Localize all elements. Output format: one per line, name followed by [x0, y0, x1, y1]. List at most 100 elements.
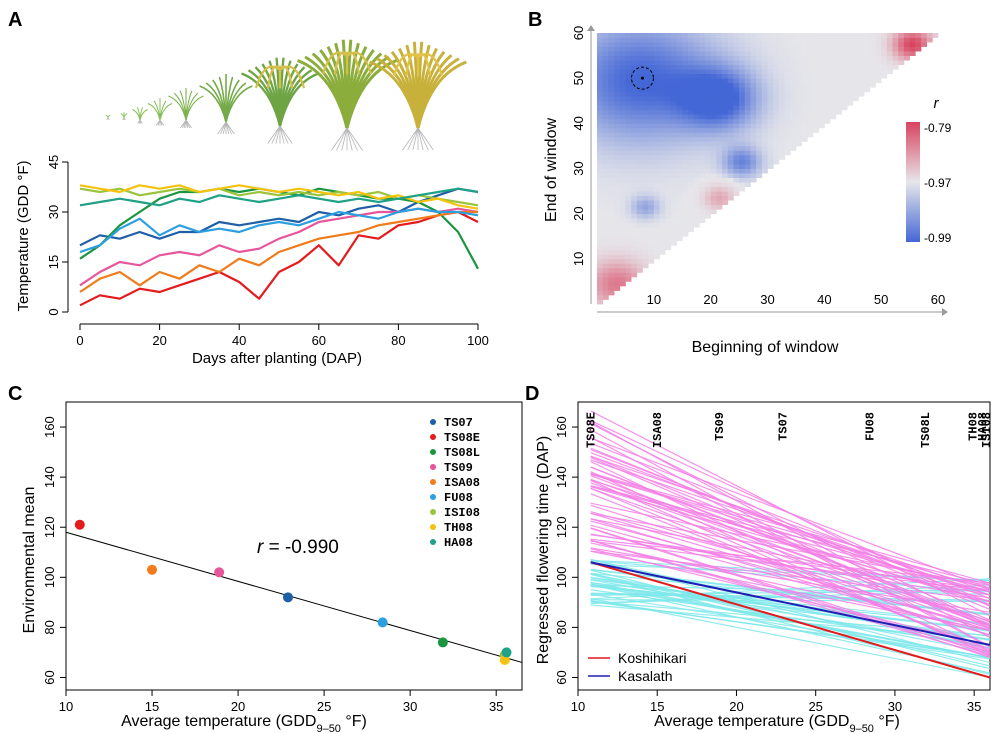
heatmap-cell: [693, 136, 700, 142]
legend-label: ISA08: [444, 476, 480, 490]
heatmap-cell: [790, 37, 797, 43]
heatmap-cell: [727, 195, 734, 201]
heatmap-cell: [767, 87, 774, 93]
rice-leaf: [159, 103, 173, 121]
heatmap-cell: [659, 78, 666, 84]
heatmap-cell: [619, 82, 626, 88]
heatmap-cell: [704, 145, 712, 151]
heatmap-cell: [807, 60, 814, 66]
heatmap-cell: [693, 60, 700, 66]
heatmap-cell: [778, 64, 785, 70]
heatmap-cell: [636, 236, 643, 242]
heatmap-cell: [670, 87, 677, 93]
heatmap-cell: [631, 163, 638, 169]
heatmap-cell: [739, 127, 746, 133]
heatmap-cell: [597, 145, 604, 151]
heatmap-cell: [778, 42, 785, 47]
heatmap-cell: [608, 209, 615, 215]
heatmap-cell: [722, 154, 729, 160]
heatmap-cell: [597, 132, 604, 138]
heatmap-cell: [653, 114, 660, 120]
heatmap-cell: [784, 127, 791, 133]
heatmap-cell: [619, 154, 626, 160]
heatmap-cell: [739, 87, 746, 93]
heatmap-cell: [710, 33, 717, 38]
heatmap-cell: [733, 177, 740, 183]
heatmap-cell: [676, 118, 683, 124]
heatmap-cell: [903, 33, 910, 38]
heatmap-cell: [784, 123, 791, 129]
heatmap-cell: [722, 150, 729, 156]
heatmap-cell: [767, 73, 774, 79]
heatmap-cell: [704, 51, 712, 56]
heatmap-cell: [597, 173, 604, 178]
heatmap-cell: [597, 159, 604, 165]
heatmap-cell: [710, 46, 717, 52]
heatmap-cell: [682, 200, 689, 206]
heatmap-cell: [682, 100, 689, 106]
heatmap-cell: [625, 91, 632, 97]
heatmap-cell: [716, 114, 723, 120]
panel-b-y-tick-label: 30: [571, 161, 586, 175]
heatmap-cell: [841, 51, 848, 56]
heatmap-cell: [704, 204, 712, 210]
heatmap-cell: [687, 87, 695, 93]
heatmap-cell: [631, 222, 638, 228]
heatmap-cell: [858, 78, 865, 84]
heatmap-cell: [744, 109, 751, 115]
environment-label: FU08: [864, 412, 878, 441]
heatmap-cell: [716, 105, 723, 111]
heatmap-cell: [869, 42, 876, 47]
heatmap-cell: [756, 127, 763, 133]
heatmap-cell: [648, 100, 655, 106]
heatmap-cell: [830, 42, 837, 47]
heatmap-cell: [830, 78, 837, 84]
heatmap-cell: [659, 154, 666, 160]
heatmap-cell: [784, 91, 791, 97]
heatmap-cell: [795, 87, 802, 93]
heatmap-cell: [767, 154, 774, 160]
heatmap-cell: [631, 272, 638, 278]
heatmap-cell: [756, 132, 763, 138]
heatmap-cell: [699, 200, 706, 206]
heatmap-cell: [722, 64, 729, 70]
environment-label: TS08L: [919, 412, 933, 448]
heatmap-cell: [744, 60, 751, 66]
heatmap-cell: [784, 37, 791, 43]
heatmap-cell: [682, 231, 689, 237]
heatmap-cell: [682, 141, 689, 147]
heatmap-cell: [648, 51, 655, 56]
colorbar-tick-label: -0.79: [924, 121, 952, 135]
heatmap-cell: [773, 132, 780, 138]
heatmap-cell: [704, 64, 712, 70]
heatmap-cell: [903, 42, 910, 47]
heatmap-cell: [693, 173, 700, 178]
heatmap-cell: [608, 33, 615, 38]
heatmap-cell: [750, 114, 757, 120]
heatmap-cell: [653, 245, 660, 251]
heatmap-cell: [716, 182, 723, 187]
heatmap-cell: [597, 60, 604, 66]
heatmap-cell: [642, 254, 649, 260]
heatmap-cell: [608, 195, 615, 201]
panel-a-x-tick-label: 20: [152, 333, 166, 348]
heatmap-cell: [778, 150, 785, 156]
heatmap-cell: [608, 73, 615, 79]
heatmap-cell: [602, 46, 609, 52]
heatmap-cell: [693, 114, 700, 120]
heatmap-cell: [852, 51, 859, 56]
heatmap-cell: [687, 159, 695, 165]
heatmap-cell: [710, 136, 717, 142]
heatmap-cell: [739, 105, 746, 111]
panel-c-y-tick-label: 80: [42, 620, 57, 634]
heatmap-cell: [608, 258, 615, 264]
panel-label-a: A: [8, 9, 22, 31]
heatmap-cell: [614, 46, 621, 52]
heatmap-cell: [830, 37, 837, 43]
heatmap-cell: [636, 118, 643, 124]
heatmap-cell: [687, 204, 695, 210]
rice-root: [417, 127, 434, 151]
heatmap-cell: [682, 222, 689, 228]
panel-d-xlabel-unit: °F): [874, 713, 900, 730]
heatmap-cell: [642, 240, 649, 246]
